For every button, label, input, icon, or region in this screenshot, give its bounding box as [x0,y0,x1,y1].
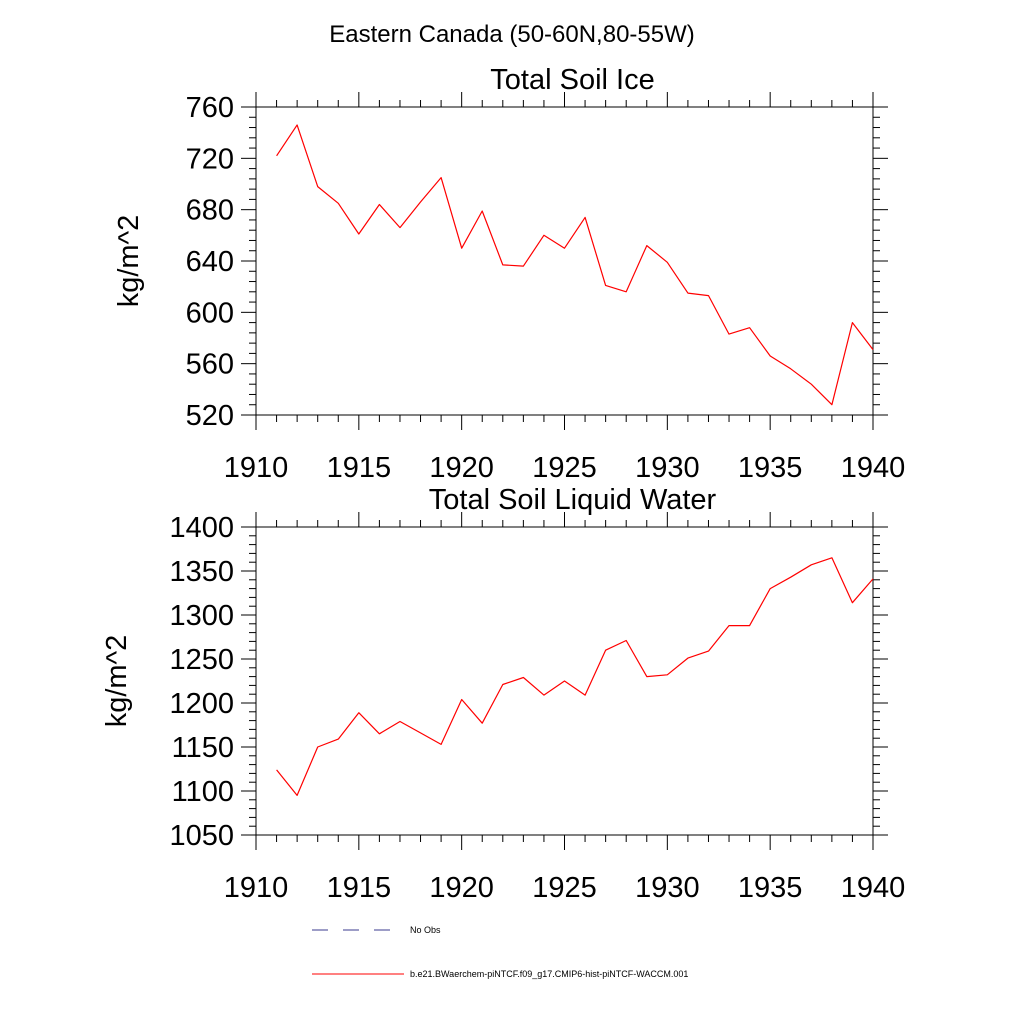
x-tick-label: 1925 [532,452,597,484]
y-tick-label: 600 [186,297,234,329]
y-tick-label: 720 [186,143,234,175]
y-tick-label: 1150 [172,732,234,764]
x-tick-label: 1935 [738,452,803,484]
x-tick-label: 1920 [429,872,494,904]
y-axis-label: kg/m^2 [113,215,145,308]
x-tick-label: 1940 [841,452,906,484]
legend: No Obs b.e21.BWaerchem-piNTCF.f09_g17.CM… [312,925,688,979]
legend-label-no-obs: No Obs [410,925,441,935]
x-tick-label: 1935 [738,872,803,904]
x-tick-label: 1920 [429,452,494,484]
x-tick-label: 1915 [327,452,392,484]
y-tick-label: 1400 [169,512,234,544]
y-tick-label: 520 [186,400,234,432]
figure-title: Eastern Canada (50-60N,80-55W) [329,21,695,48]
series-line [276,557,874,797]
panel-title: Total Soil Liquid Water [429,484,717,516]
panel-total-soil-liquid-water: Total Soil Liquid Water kg/m^2 1910 1915 192… [101,484,905,904]
x-tick-label: 1910 [224,452,289,484]
legend-label-model-run: b.e21.BWaerchem-piNTCF.f09_g17.CMIP6-his… [410,969,688,979]
y-tick-label: 1250 [169,644,234,676]
y-tick-label: 560 [186,349,234,381]
x-tick-label: 1915 [327,872,392,904]
x-tick-label: 1925 [532,872,597,904]
y-tick-label: 1050 [169,820,234,852]
plot-frame [255,106,874,416]
panel-title: Total Soil Ice [490,64,654,96]
y-tick-label: 680 [186,195,234,227]
y-tick-label: 1100 [172,776,234,808]
x-tick-label: 1930 [635,452,700,484]
y-axis-label: kg/m^2 [101,635,133,728]
x-tick-label: 1910 [224,872,289,904]
panel-total-soil-ice: Total Soil Ice kg/m^2 1910 1915 1920 1925 1930… [113,64,905,484]
x-tick-label: 1940 [841,872,906,904]
y-tick-label: 1300 [169,600,234,632]
y-tick-label: 640 [186,246,234,278]
y-tick-label: 1200 [169,688,234,720]
x-tick-label: 1930 [635,872,700,904]
series-line [276,124,874,406]
y-tick-label: 760 [186,92,234,124]
y-tick-label: 1350 [169,556,234,588]
